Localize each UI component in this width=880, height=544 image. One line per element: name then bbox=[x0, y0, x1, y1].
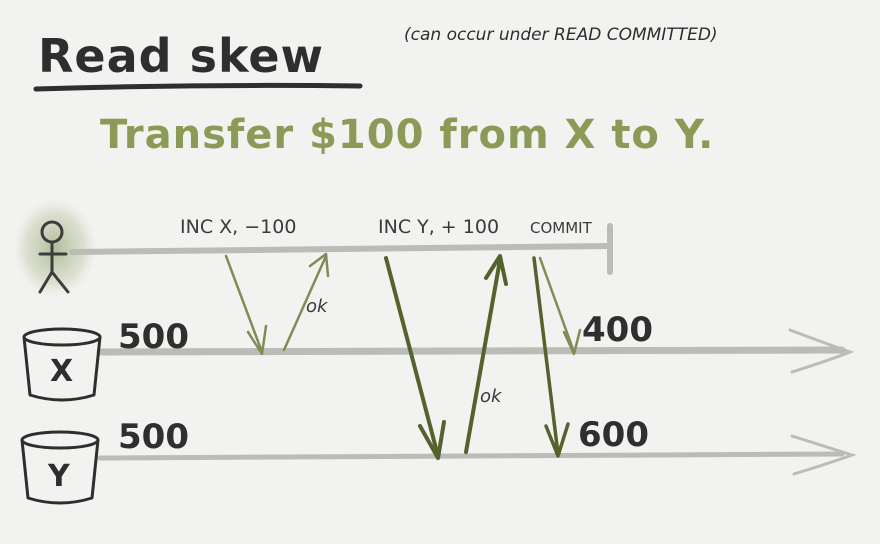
x-bucket-label: X bbox=[50, 354, 73, 389]
y-timeline bbox=[97, 451, 845, 461]
headline: Transfer $100 from X to Y. bbox=[100, 112, 714, 158]
x-final-value: 400 bbox=[582, 310, 653, 350]
stick-figure-icon bbox=[13, 198, 97, 298]
op-inc-x: INC X, −100 bbox=[180, 216, 296, 238]
y-bucket-icon bbox=[20, 430, 100, 505]
y-initial-value: 500 bbox=[118, 417, 189, 457]
transaction-timeline bbox=[69, 243, 613, 255]
commit-to-x-arrow bbox=[538, 256, 582, 356]
y-timeline-arrowhead bbox=[790, 434, 857, 476]
ack-y-label: ok bbox=[480, 386, 503, 407]
title-underline bbox=[33, 82, 363, 92]
x-timeline-arrowhead bbox=[788, 328, 855, 374]
y-final-value: 600 bbox=[578, 415, 649, 455]
op-inc-y: INC Y, + 100 bbox=[378, 216, 499, 238]
inc-y-request-arrow bbox=[384, 256, 446, 460]
inc-y-ack-arrow bbox=[464, 254, 508, 454]
y-bucket-label: Y bbox=[47, 459, 71, 494]
title: Read skew bbox=[38, 29, 324, 83]
x-initial-value: 500 bbox=[118, 317, 189, 357]
ack-x-label: ok bbox=[306, 296, 329, 317]
subtitle: (can occur under READ COMMITTED) bbox=[404, 25, 718, 45]
inc-x-ack-arrow bbox=[282, 252, 330, 352]
inc-x-request-arrow bbox=[224, 254, 268, 356]
x-bucket-icon bbox=[22, 327, 102, 402]
commit-to-y-arrow bbox=[532, 256, 570, 458]
x-timeline bbox=[96, 346, 846, 356]
op-commit: COMMIT bbox=[530, 219, 593, 237]
